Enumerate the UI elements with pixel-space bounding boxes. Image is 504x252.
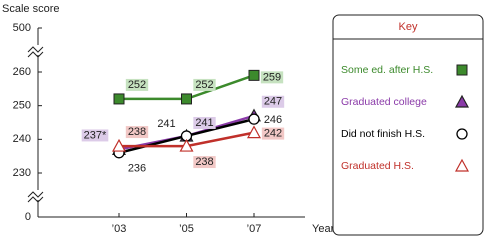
data-label: 237* — [84, 129, 107, 141]
legend-marker — [454, 158, 470, 172]
data-label: 241 — [195, 117, 213, 129]
legend-label: Graduated college — [341, 96, 427, 108]
data-label: 242 — [264, 128, 282, 140]
data-point — [113, 93, 125, 105]
legend-label: Did not finish H.S. — [341, 128, 425, 140]
y-tick-label: 230 — [13, 167, 31, 179]
legend-label: Graduated H.S. — [341, 160, 414, 172]
y-tick-label: 0 — [25, 211, 31, 223]
data-label-bg — [261, 127, 285, 140]
x-tick-label: ’07 — [247, 223, 262, 235]
data-label: 238 — [195, 156, 213, 168]
legend-marker — [454, 94, 470, 108]
data-label-bg — [260, 71, 284, 84]
data-point — [248, 69, 260, 81]
data-label: 259 — [263, 71, 281, 83]
data-label: 238 — [128, 126, 146, 138]
y-tick-label: 260 — [13, 66, 31, 78]
data-label: 252 — [195, 79, 213, 91]
axis-break — [27, 46, 44, 58]
legend-box — [332, 14, 484, 236]
data-point — [248, 113, 260, 125]
data-label: 252 — [128, 79, 146, 91]
axis-break — [27, 191, 44, 203]
data-label: 246 — [264, 114, 282, 126]
data-label: 241 — [157, 118, 175, 130]
axis-break-gap — [36, 45, 40, 55]
y-tick-label: 250 — [13, 100, 31, 112]
y-axis-label: Scale score — [2, 3, 59, 15]
data-label-bg — [193, 116, 216, 129]
data-point — [181, 93, 192, 105]
x-tick-label: ’05 — [179, 223, 194, 235]
data-label-bg — [125, 78, 149, 91]
legend-title: Key — [399, 21, 418, 33]
data-label-bg — [261, 95, 285, 108]
data-point — [179, 138, 194, 152]
y-tick-label: 240 — [13, 133, 31, 145]
x-axis-label: Year — [312, 223, 335, 235]
data-label-bg — [193, 156, 216, 169]
legend-marker — [456, 128, 468, 140]
data-point — [111, 138, 127, 152]
y-tick-label: 500 — [13, 22, 31, 34]
data-label: 236 — [128, 163, 146, 175]
data-label-bg — [81, 129, 109, 142]
legend-marker — [456, 64, 468, 76]
data-label: 247 — [264, 96, 282, 108]
legend-label: Some ed. after H.S. — [341, 64, 433, 76]
data-label-bg — [125, 126, 149, 139]
axis-break-gap — [36, 190, 40, 200]
x-tick-label: ’03 — [112, 223, 127, 235]
data-point — [246, 125, 262, 139]
data-label-bg — [193, 78, 216, 91]
